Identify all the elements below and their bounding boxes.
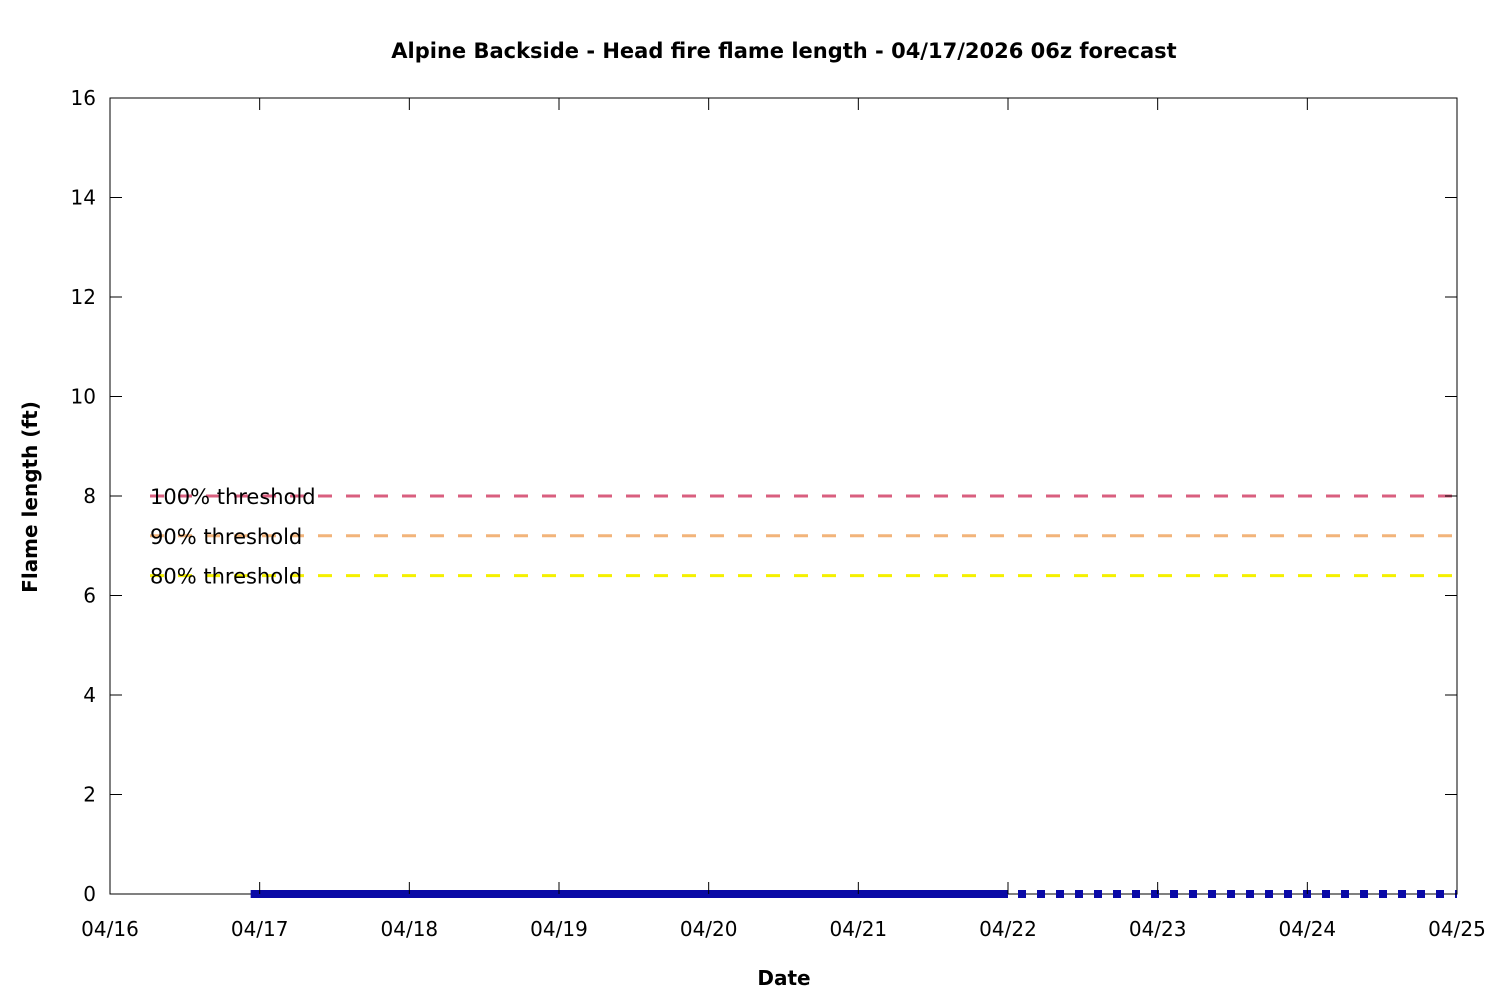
y-tick-label: 8 — [83, 484, 96, 508]
x-tick-label: 04/25 — [1428, 917, 1486, 941]
y-tick-label: 0 — [83, 882, 96, 906]
x-tick-label: 04/17 — [231, 917, 289, 941]
y-tick-label: 12 — [71, 285, 96, 309]
x-tick-label: 04/20 — [680, 917, 738, 941]
x-tick-label: 04/18 — [381, 917, 439, 941]
y-tick-label: 10 — [71, 385, 96, 409]
y-tick-label: 16 — [71, 86, 96, 110]
x-tick-label: 04/21 — [830, 917, 888, 941]
x-tick-label: 04/22 — [979, 917, 1037, 941]
y-axis-label: Flame length (ft) — [18, 401, 42, 593]
x-tick-label: 04/23 — [1129, 917, 1187, 941]
y-tick-label: 14 — [71, 186, 96, 210]
threshold-label: 80% threshold — [150, 565, 302, 589]
threshold-label: 90% threshold — [150, 525, 302, 549]
x-tick-label: 04/24 — [1279, 917, 1337, 941]
y-tick-label: 6 — [83, 584, 96, 608]
y-tick-label: 2 — [83, 783, 96, 807]
x-axis-label: Date — [757, 966, 810, 990]
y-tick-label: 4 — [83, 683, 96, 707]
threshold-label: 100% threshold — [150, 485, 316, 509]
x-tick-label: 04/16 — [81, 917, 139, 941]
x-tick-label: 04/19 — [530, 917, 588, 941]
chart-title: Alpine Backside - Head fire flame length… — [391, 39, 1176, 63]
